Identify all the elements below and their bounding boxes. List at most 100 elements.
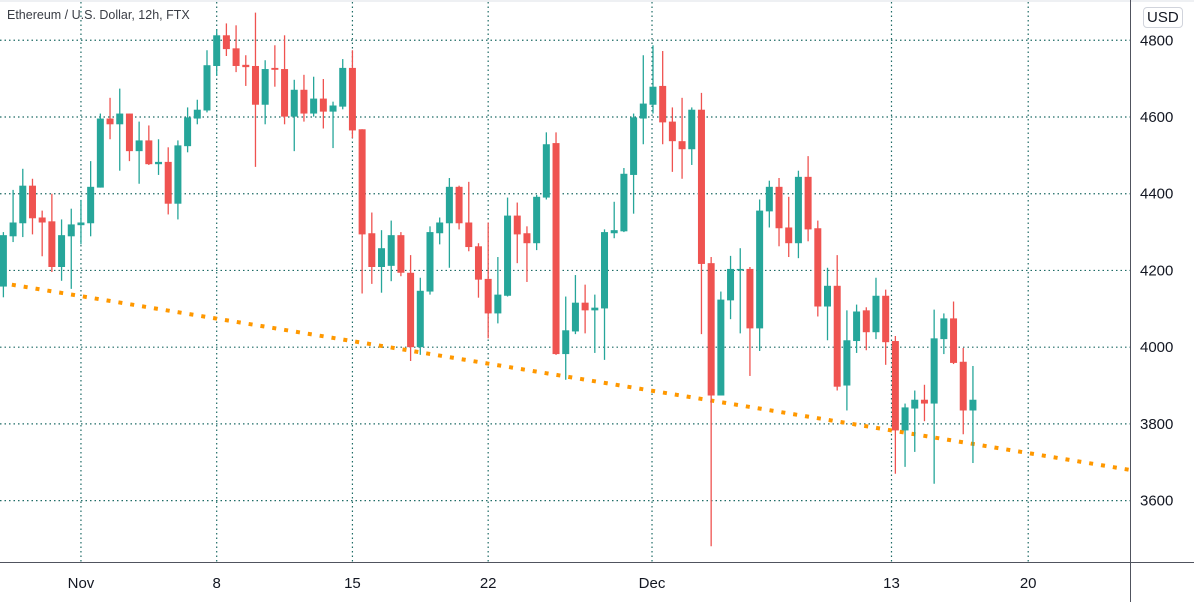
candle-up[interactable]	[155, 139, 163, 175]
candle-up[interactable]	[542, 132, 550, 200]
candle-up[interactable]	[533, 194, 541, 251]
candle-down[interactable]	[950, 301, 958, 365]
candle-down[interactable]	[862, 307, 870, 351]
candle-down[interactable]	[251, 12, 259, 167]
candle-down[interactable]	[581, 284, 589, 334]
candle-down[interactable]	[271, 45, 279, 87]
candle-down[interactable]	[397, 232, 405, 277]
candle-up[interactable]	[824, 267, 832, 341]
candle-down[interactable]	[281, 35, 289, 125]
candle-down[interactable]	[775, 177, 783, 247]
candle-up[interactable]	[601, 229, 609, 360]
candle-down[interactable]	[833, 255, 841, 391]
candle-down[interactable]	[668, 107, 676, 172]
candle-down[interactable]	[358, 129, 366, 294]
candle-down[interactable]	[125, 113, 133, 162]
candle-up[interactable]	[378, 230, 386, 293]
candle-down[interactable]	[697, 92, 705, 335]
candle-up[interactable]	[174, 140, 182, 220]
candle-up[interactable]	[116, 88, 124, 171]
candle-up[interactable]	[58, 219, 66, 281]
candle-up[interactable]	[872, 277, 880, 340]
candle-down[interactable]	[164, 147, 172, 215]
candle-up[interactable]	[610, 201, 618, 239]
candle-up[interactable]	[736, 248, 744, 334]
candle-up[interactable]	[184, 107, 192, 153]
candle-down[interactable]	[678, 97, 686, 179]
candle-down[interactable]	[28, 178, 36, 235]
candle-down[interactable]	[523, 226, 531, 282]
candle-down[interactable]	[407, 255, 415, 361]
candle-down[interactable]	[474, 243, 482, 298]
candle-up[interactable]	[329, 101, 337, 149]
candle-up[interactable]	[436, 217, 444, 245]
candle-up[interactable]	[794, 170, 802, 259]
candle-down[interactable]	[785, 196, 793, 258]
candle-up[interactable]	[591, 294, 599, 353]
candle-up[interactable]	[649, 45, 657, 114]
candle-up[interactable]	[9, 189, 17, 243]
candle-up[interactable]	[765, 180, 773, 228]
candle-down[interactable]	[368, 212, 376, 284]
candle-up[interactable]	[756, 199, 764, 352]
candle-down[interactable]	[319, 79, 327, 129]
candle-down[interactable]	[300, 74, 308, 122]
candle-up[interactable]	[911, 390, 919, 452]
candle-up[interactable]	[717, 291, 725, 396]
candle-up[interactable]	[87, 161, 95, 237]
candle-down[interactable]	[348, 50, 356, 139]
candle-down[interactable]	[659, 51, 667, 145]
candle-up[interactable]	[571, 275, 579, 335]
candle-up[interactable]	[416, 277, 424, 355]
candle-down[interactable]	[465, 181, 473, 252]
candle-down[interactable]	[707, 257, 715, 547]
candle-up[interactable]	[213, 29, 221, 76]
candle-up[interactable]	[135, 121, 143, 184]
candle-down[interactable]	[145, 125, 153, 165]
candle-up[interactable]	[0, 232, 7, 298]
candle-up[interactable]	[969, 365, 977, 464]
candle-down[interactable]	[106, 97, 114, 140]
candle-up[interactable]	[504, 197, 512, 297]
candle-up[interactable]	[930, 309, 938, 484]
candle-up[interactable]	[639, 55, 647, 145]
candle-down[interactable]	[242, 55, 250, 86]
candle-down[interactable]	[959, 347, 967, 435]
candle-down[interactable]	[746, 266, 754, 376]
candle-up[interactable]	[494, 257, 502, 324]
candle-down[interactable]	[38, 210, 46, 257]
candle-down[interactable]	[552, 132, 560, 355]
candle-up[interactable]	[445, 177, 453, 268]
candle-down[interactable]	[484, 222, 492, 339]
currency-button[interactable]: USD	[1143, 7, 1183, 28]
candle-up[interactable]	[901, 403, 909, 467]
candle-up[interactable]	[562, 296, 570, 380]
candle-down[interactable]	[920, 384, 928, 422]
candle-up[interactable]	[310, 76, 318, 117]
candle-up[interactable]	[620, 168, 628, 233]
candle-down[interactable]	[882, 289, 890, 365]
candle-up[interactable]	[688, 107, 696, 165]
candle-up[interactable]	[67, 208, 75, 289]
candle-up[interactable]	[261, 60, 269, 125]
candle-up[interactable]	[193, 99, 201, 125]
candle-down[interactable]	[222, 23, 230, 57]
candle-up[interactable]	[339, 59, 347, 110]
candle-up[interactable]	[853, 304, 861, 353]
candle-up[interactable]	[96, 113, 104, 188]
candle-up[interactable]	[843, 310, 851, 411]
candle-down[interactable]	[455, 185, 463, 230]
candle-up[interactable]	[19, 168, 27, 238]
candle-up[interactable]	[387, 220, 395, 282]
candle-down[interactable]	[804, 156, 812, 242]
candle-down[interactable]	[513, 202, 521, 264]
candle-up[interactable]	[426, 226, 434, 295]
candle-up[interactable]	[77, 199, 85, 245]
candle-up[interactable]	[290, 79, 298, 152]
candle-down[interactable]	[48, 193, 56, 272]
candle-down[interactable]	[891, 336, 899, 474]
candle-up[interactable]	[203, 50, 211, 113]
candle-down[interactable]	[232, 25, 240, 73]
candle-up[interactable]	[727, 255, 735, 320]
